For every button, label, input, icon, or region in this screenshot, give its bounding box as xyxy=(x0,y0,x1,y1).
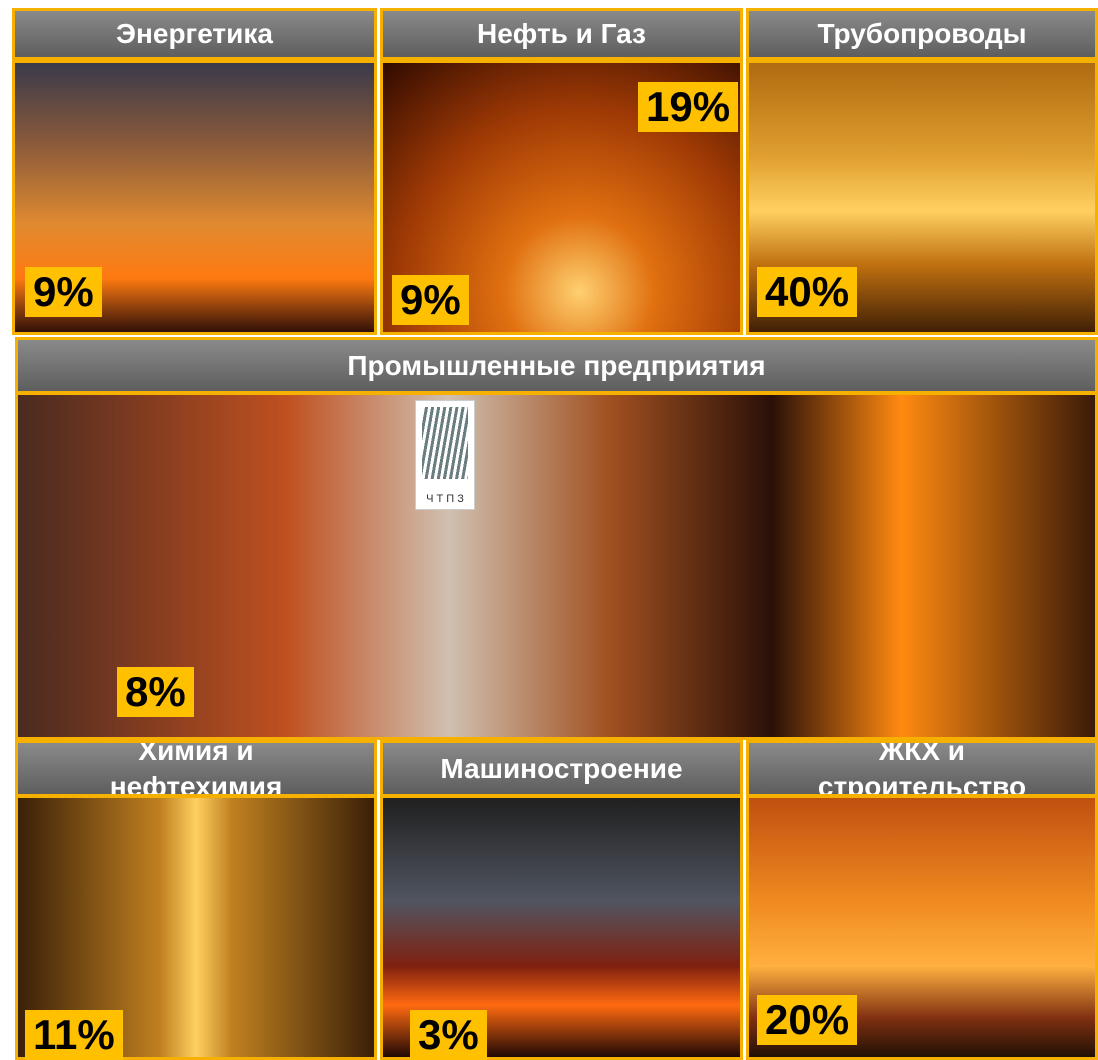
panel-header: ЖКХ и строительство xyxy=(746,740,1098,797)
logo-text: Ч Т П З xyxy=(416,493,474,505)
panel-title: Химия и нефтехимия xyxy=(81,740,311,797)
page: Энергетика 9% Нефть и Газ 19% 9% Трубопроводы… xyxy=(0,0,1098,1060)
percent-label: 9% xyxy=(25,267,102,317)
panel-header: Промышленные предприятия xyxy=(15,337,1098,394)
percent-label: 40% xyxy=(757,267,857,317)
panel-title: Машиностроение xyxy=(440,751,682,787)
percent-label: 20% xyxy=(757,995,857,1045)
panel-title: ЖКХ и строительство xyxy=(807,740,1037,797)
panel-title: Трубопроводы xyxy=(817,16,1026,52)
panel-header: Энергетика xyxy=(12,8,377,60)
panel-title: Энергетика xyxy=(116,16,273,52)
logo-mark xyxy=(422,407,468,479)
panel-header: Машиностроение xyxy=(380,740,743,797)
percent-label: 8% xyxy=(117,667,194,717)
panel-header: Химия и нефтехимия xyxy=(15,740,377,797)
percent-label: 9% xyxy=(392,275,469,325)
panel-title: Нефть и Газ xyxy=(477,16,646,52)
percent-label: 19% xyxy=(638,82,738,132)
panel-header: Трубопроводы xyxy=(746,8,1098,60)
panel-header: Нефть и Газ xyxy=(380,8,743,60)
panel-title: Промышленные предприятия xyxy=(347,348,765,384)
percent-label: 11% xyxy=(25,1010,123,1060)
percent-label: 3% xyxy=(410,1010,487,1060)
logo: Ч Т П З xyxy=(415,400,475,510)
